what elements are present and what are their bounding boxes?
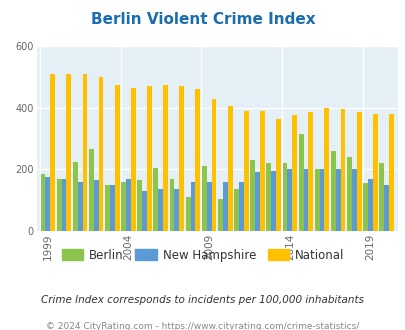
Bar: [130, 88, 135, 231]
Bar: [271, 171, 275, 231]
Text: Crime Index corresponds to incidents per 100,000 inhabitants: Crime Index corresponds to incidents per…: [41, 295, 364, 305]
Bar: [319, 169, 324, 231]
Text: © 2024 CityRating.com - https://www.cityrating.com/crime-statistics/: © 2024 CityRating.com - https://www.city…: [46, 322, 359, 330]
Bar: [340, 109, 345, 231]
Bar: [292, 115, 296, 231]
Bar: [383, 185, 388, 231]
Bar: [185, 197, 190, 231]
Bar: [362, 183, 367, 231]
Bar: [57, 179, 62, 231]
Bar: [234, 189, 239, 231]
Bar: [298, 134, 303, 231]
Bar: [217, 199, 222, 231]
Bar: [346, 157, 351, 231]
Bar: [142, 191, 147, 231]
Bar: [249, 160, 254, 231]
Bar: [158, 189, 163, 231]
Bar: [169, 179, 174, 231]
Bar: [259, 111, 264, 231]
Bar: [378, 163, 383, 231]
Bar: [211, 99, 216, 231]
Bar: [275, 118, 280, 231]
Bar: [153, 168, 158, 231]
Bar: [94, 180, 98, 231]
Bar: [45, 177, 50, 231]
Bar: [266, 163, 271, 231]
Bar: [324, 108, 328, 231]
Bar: [367, 179, 372, 231]
Bar: [190, 182, 195, 231]
Bar: [72, 162, 77, 231]
Bar: [206, 182, 211, 231]
Bar: [356, 113, 361, 231]
Bar: [40, 174, 45, 231]
Bar: [282, 163, 287, 231]
Bar: [243, 111, 248, 231]
Bar: [121, 182, 126, 231]
Bar: [98, 77, 103, 231]
Bar: [163, 85, 168, 231]
Bar: [105, 185, 110, 231]
Bar: [50, 74, 55, 231]
Bar: [254, 173, 259, 231]
Bar: [147, 86, 151, 231]
Bar: [110, 185, 115, 231]
Bar: [287, 169, 292, 231]
Bar: [330, 151, 335, 231]
Bar: [372, 114, 377, 231]
Bar: [77, 182, 82, 231]
Bar: [222, 182, 227, 231]
Legend: Berlin, New Hampshire, National: Berlin, New Hampshire, National: [57, 244, 348, 266]
Bar: [126, 179, 130, 231]
Bar: [227, 106, 232, 231]
Bar: [174, 189, 179, 231]
Bar: [239, 182, 243, 231]
Bar: [62, 179, 66, 231]
Bar: [179, 86, 184, 231]
Bar: [303, 169, 307, 231]
Bar: [195, 89, 200, 231]
Bar: [314, 169, 319, 231]
Text: Berlin Violent Crime Index: Berlin Violent Crime Index: [90, 12, 315, 26]
Bar: [335, 169, 340, 231]
Bar: [201, 166, 206, 231]
Bar: [137, 180, 142, 231]
Bar: [66, 74, 71, 231]
Bar: [388, 114, 393, 231]
Bar: [351, 169, 356, 231]
Bar: [89, 149, 94, 231]
Bar: [82, 74, 87, 231]
Bar: [307, 113, 312, 231]
Bar: [115, 85, 119, 231]
